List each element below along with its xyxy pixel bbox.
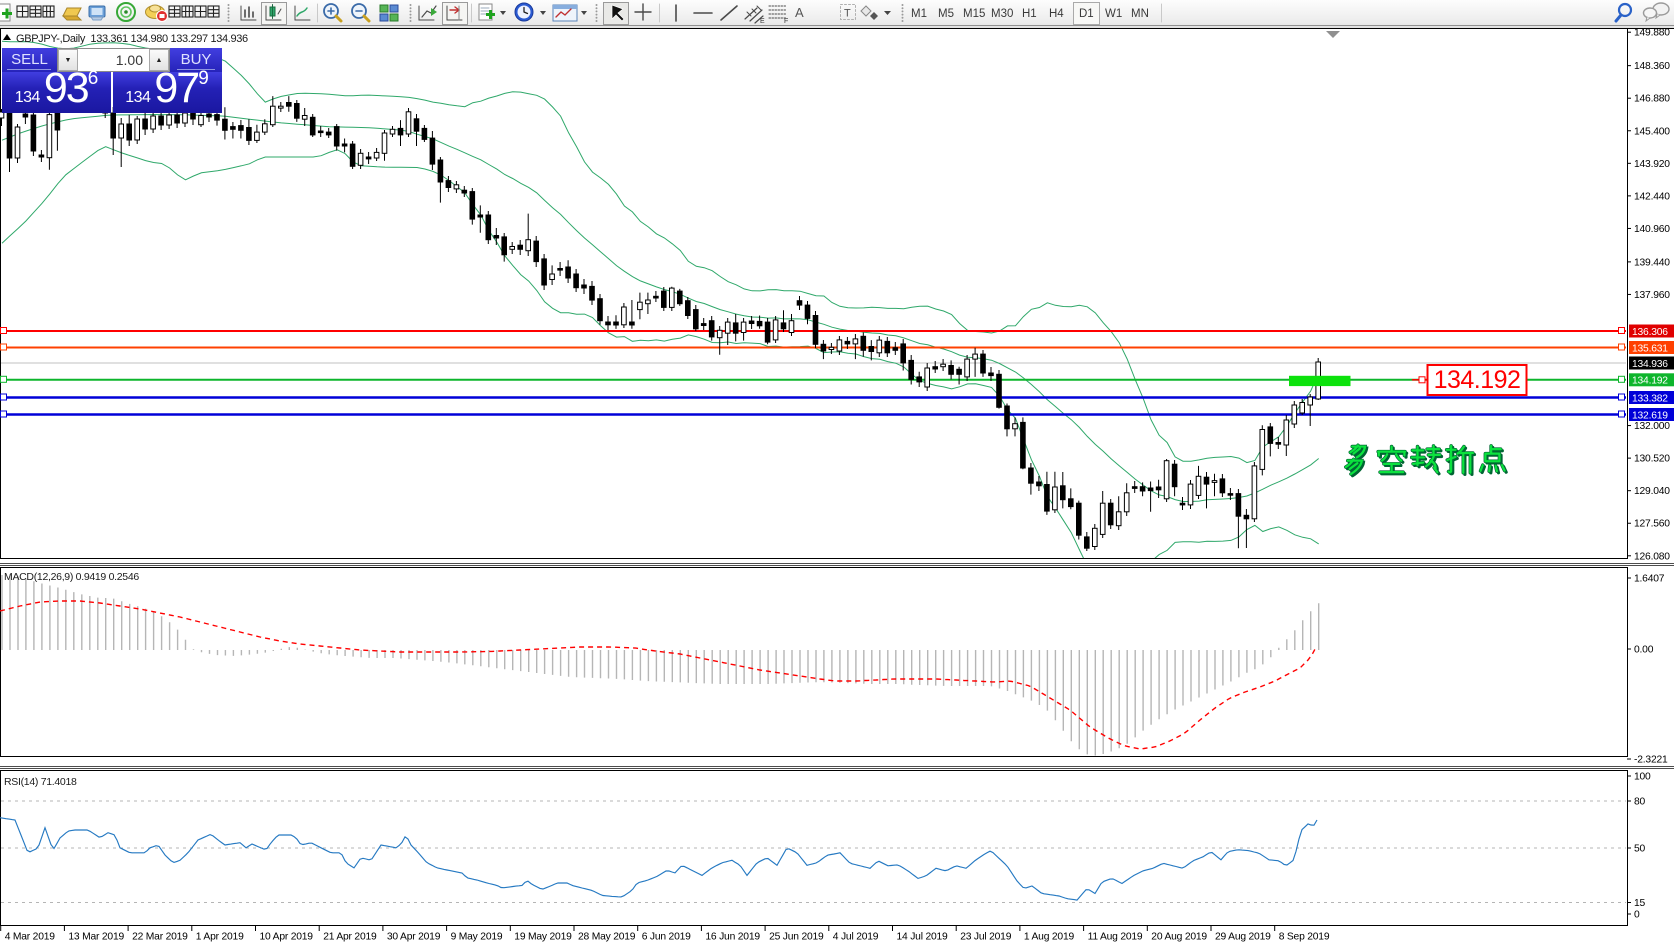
svg-text:1 Aug 2019: 1 Aug 2019 (1024, 932, 1075, 943)
svg-text:14 Jul 2019: 14 Jul 2019 (897, 932, 949, 943)
svg-text:145.400: 145.400 (1634, 126, 1670, 137)
svg-text:F: F (784, 18, 788, 25)
svg-text:M15: M15 (963, 8, 985, 20)
svg-text:A: A (795, 5, 804, 20)
svg-text:133.382: 133.382 (1632, 393, 1668, 404)
svg-text:100: 100 (1634, 772, 1651, 783)
svg-text:W1: W1 (1105, 8, 1122, 20)
svg-text:136.306: 136.306 (1632, 327, 1668, 338)
svg-text:135.631: 135.631 (1632, 343, 1668, 354)
svg-text:134.936: 134.936 (1632, 359, 1668, 370)
svg-text:GBPJPY-,Daily 133.361 134.980: GBPJPY-,Daily 133.361 134.980 133.297 13… (16, 33, 248, 45)
svg-text:M1: M1 (911, 8, 927, 20)
svg-text:21 Apr 2019: 21 Apr 2019 (323, 932, 377, 943)
svg-text:9 May 2019: 9 May 2019 (451, 932, 503, 943)
svg-text:M30: M30 (991, 8, 1013, 20)
svg-text:E: E (760, 18, 765, 25)
svg-text:23 Jul 2019: 23 Jul 2019 (960, 932, 1012, 943)
svg-text:H4: H4 (1049, 8, 1064, 20)
svg-text:6 Jun 2019: 6 Jun 2019 (642, 932, 691, 943)
svg-text:148.360: 148.360 (1634, 61, 1670, 72)
svg-text:RSI(14) 71.4018: RSI(14) 71.4018 (4, 776, 77, 788)
svg-text:80: 80 (1634, 797, 1646, 808)
svg-text:MN: MN (1131, 8, 1149, 20)
svg-text:D1: D1 (1079, 8, 1094, 20)
svg-text:149.880: 149.880 (1634, 28, 1670, 39)
svg-text:1.6407: 1.6407 (1634, 574, 1665, 585)
svg-text:146.880: 146.880 (1634, 94, 1670, 105)
svg-text:0: 0 (1634, 910, 1640, 921)
svg-text:130.520: 130.520 (1634, 454, 1670, 465)
svg-text:15: 15 (1634, 898, 1646, 909)
svg-text:29 Aug 2019: 29 Aug 2019 (1215, 932, 1271, 943)
svg-text:132.000: 132.000 (1634, 421, 1670, 432)
svg-text:MACD(12,26,9) 0.9419 0.2546: MACD(12,26,9) 0.9419 0.2546 (4, 571, 139, 583)
svg-text:22 Mar 2019: 22 Mar 2019 (132, 932, 188, 943)
svg-text:30 Apr 2019: 30 Apr 2019 (387, 932, 441, 943)
svg-text:M5: M5 (938, 8, 954, 20)
svg-text:16 Jun 2019: 16 Jun 2019 (705, 932, 760, 943)
svg-text:0.00: 0.00 (1634, 645, 1654, 656)
svg-text:132.619: 132.619 (1632, 410, 1668, 421)
svg-text:20 Aug 2019: 20 Aug 2019 (1151, 932, 1207, 943)
svg-text:4 Mar 2019: 4 Mar 2019 (5, 932, 56, 943)
svg-text:19 May 2019: 19 May 2019 (514, 932, 572, 943)
svg-text:10 Apr 2019: 10 Apr 2019 (260, 932, 314, 943)
svg-text:134.192: 134.192 (1632, 376, 1668, 387)
svg-text:13 Mar 2019: 13 Mar 2019 (68, 932, 124, 943)
svg-text:-2.3221: -2.3221 (1634, 755, 1668, 766)
svg-text:142.440: 142.440 (1634, 191, 1670, 202)
svg-text:140.960: 140.960 (1634, 224, 1670, 235)
svg-text:50: 50 (1634, 844, 1646, 855)
svg-text:129.040: 129.040 (1634, 486, 1670, 497)
svg-text:T: T (844, 8, 851, 20)
svg-text:139.440: 139.440 (1634, 257, 1670, 268)
svg-text:126.080: 126.080 (1634, 551, 1670, 562)
svg-text:28 May 2019: 28 May 2019 (578, 932, 636, 943)
svg-text:127.560: 127.560 (1634, 519, 1670, 530)
svg-text:1 Apr 2019: 1 Apr 2019 (196, 932, 244, 943)
svg-text:4 Jul 2019: 4 Jul 2019 (833, 932, 879, 943)
svg-text:137.960: 137.960 (1634, 290, 1670, 301)
svg-text:134.192: 134.192 (1434, 366, 1521, 394)
svg-text:143.920: 143.920 (1634, 159, 1670, 170)
svg-text:25 Jun 2019: 25 Jun 2019 (769, 932, 824, 943)
svg-text:11 Aug 2019: 11 Aug 2019 (1088, 932, 1143, 943)
svg-text:8 Sep 2019: 8 Sep 2019 (1279, 932, 1330, 943)
svg-text:H1: H1 (1022, 8, 1037, 20)
